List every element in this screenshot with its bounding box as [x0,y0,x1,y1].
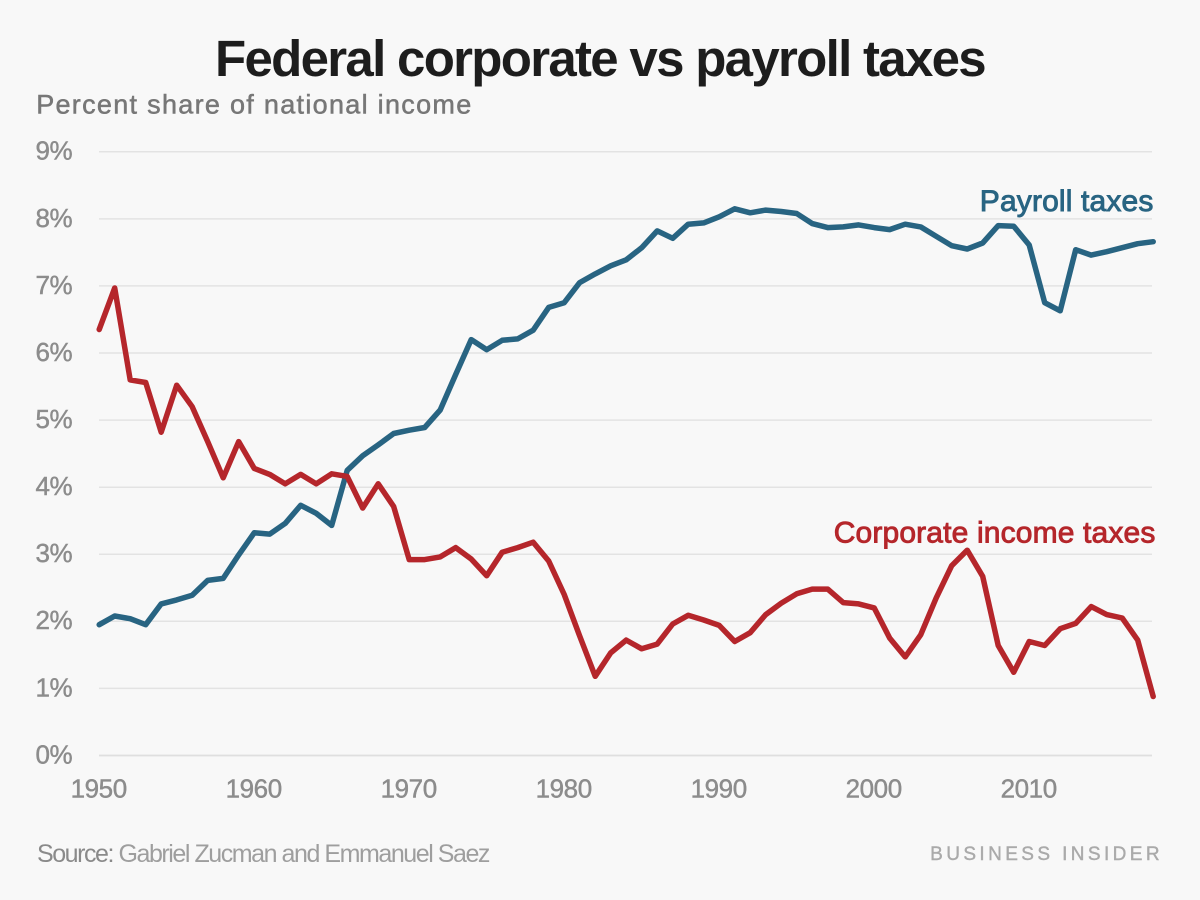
svg-text:7%: 7% [36,270,73,300]
svg-text:1990: 1990 [691,774,747,804]
svg-text:1%: 1% [36,672,73,702]
svg-text:5%: 5% [36,404,73,434]
svg-text:2010: 2010 [1001,774,1057,804]
svg-text:6%: 6% [36,337,73,367]
svg-text:Payroll taxes: Payroll taxes [980,185,1154,218]
svg-text:4%: 4% [36,471,73,501]
svg-text:1970: 1970 [381,774,437,804]
svg-text:2%: 2% [36,605,73,635]
svg-text:Federal corporate vs payroll t: Federal corporate vs payroll taxes [215,30,985,87]
svg-text:1950: 1950 [71,774,127,804]
svg-text:Percent share of national inco: Percent share of national income [36,90,472,120]
svg-text:Corporate income taxes: Corporate income taxes [834,517,1156,550]
svg-text:BUSINESS INSIDER: BUSINESS INSIDER [930,844,1163,865]
svg-text:9%: 9% [36,136,73,166]
svg-text:1960: 1960 [226,774,282,804]
svg-text:8%: 8% [36,203,73,233]
svg-text:2000: 2000 [846,774,902,804]
svg-text:3%: 3% [36,538,73,568]
svg-text:0%: 0% [36,739,73,769]
svg-text:1980: 1980 [536,774,592,804]
svg-text:Source: Gabriel Zucman and Emm: Source: Gabriel Zucman and Emmanuel Saez [37,840,490,868]
